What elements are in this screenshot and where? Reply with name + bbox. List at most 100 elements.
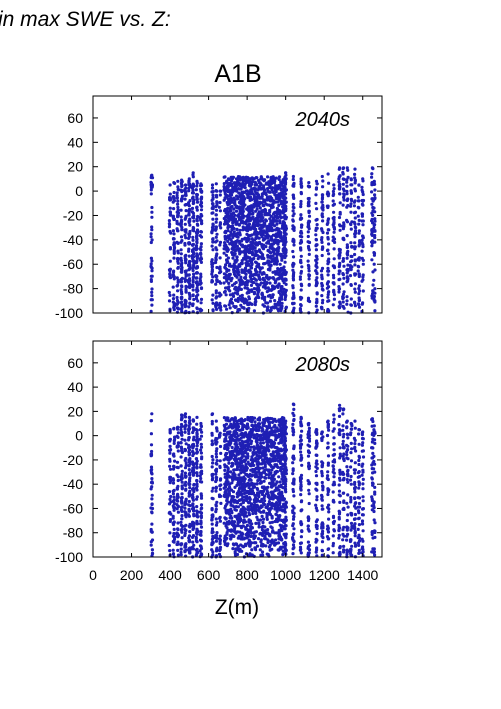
data-point — [247, 251, 251, 255]
data-point — [218, 516, 222, 521]
data-point — [184, 488, 188, 492]
data-point — [265, 181, 269, 185]
data-point — [346, 493, 350, 497]
data-point — [320, 507, 324, 511]
data-point — [191, 249, 195, 253]
data-point — [190, 535, 195, 540]
data-point — [150, 472, 154, 476]
data-point — [299, 254, 303, 258]
data-point — [353, 199, 357, 203]
data-point — [353, 241, 357, 245]
data-point — [233, 274, 238, 278]
data-point — [299, 523, 303, 527]
data-point — [184, 545, 188, 549]
data-point — [149, 181, 154, 185]
data-point — [191, 547, 195, 551]
data-point — [250, 187, 254, 191]
data-point — [150, 497, 154, 501]
data-point — [327, 252, 331, 256]
data-point — [183, 524, 187, 528]
data-point — [361, 441, 365, 445]
data-point — [299, 485, 303, 489]
data-point — [211, 248, 215, 252]
data-point — [261, 219, 265, 223]
data-point — [299, 185, 303, 189]
data-point — [338, 182, 342, 186]
data-point — [341, 257, 345, 261]
data-point — [215, 476, 219, 480]
data-point — [315, 462, 319, 466]
data-point — [298, 234, 302, 238]
data-point — [320, 532, 325, 536]
data-point — [172, 520, 176, 524]
data-point — [258, 185, 262, 189]
data-point — [231, 256, 235, 260]
data-point — [314, 537, 318, 541]
data-point — [198, 538, 203, 542]
data-point — [307, 227, 311, 231]
data-point — [179, 520, 183, 524]
data-point — [183, 298, 187, 303]
data-point — [291, 249, 295, 254]
data-point — [196, 214, 200, 219]
data-point — [332, 528, 336, 532]
data-point — [227, 268, 231, 272]
data-point — [320, 437, 324, 441]
data-point — [319, 269, 324, 273]
data-point — [345, 426, 349, 430]
data-point — [214, 449, 218, 453]
data-point — [235, 267, 240, 271]
data-point — [356, 269, 360, 273]
data-point — [315, 431, 319, 435]
data-point — [176, 283, 180, 287]
data-point — [187, 189, 191, 193]
data-point — [321, 230, 325, 235]
data-point — [332, 227, 337, 231]
data-point — [314, 233, 318, 237]
data-point — [191, 442, 196, 446]
data-point — [341, 272, 345, 276]
data-point — [175, 302, 180, 306]
data-point — [239, 201, 243, 206]
data-point — [360, 212, 365, 216]
data-point — [306, 515, 310, 519]
data-point — [179, 258, 183, 263]
y-tick-label: -20 — [63, 207, 83, 223]
data-point — [210, 548, 214, 552]
data-point — [350, 511, 354, 516]
data-point — [187, 534, 192, 538]
data-point — [214, 208, 219, 212]
data-point — [350, 544, 354, 548]
data-point — [282, 452, 286, 456]
data-point — [191, 280, 195, 284]
data-point — [345, 501, 349, 505]
data-point — [331, 460, 335, 464]
data-point — [275, 253, 279, 257]
data-point — [180, 509, 184, 513]
data-point — [188, 267, 192, 271]
data-point — [283, 439, 288, 443]
data-point — [292, 243, 296, 247]
data-point — [226, 229, 230, 233]
data-point — [307, 480, 311, 484]
data-point — [226, 260, 230, 264]
data-point — [229, 175, 233, 179]
data-point — [200, 472, 204, 476]
data-point — [184, 290, 188, 294]
data-point — [278, 262, 282, 266]
data-point — [349, 202, 353, 206]
data-point — [180, 505, 184, 509]
data-point — [299, 488, 303, 492]
data-point — [267, 476, 271, 480]
data-point — [184, 193, 188, 197]
data-point — [246, 217, 250, 221]
data-point — [372, 550, 376, 554]
data-point — [172, 293, 176, 297]
data-point — [373, 291, 377, 295]
data-point — [332, 220, 336, 224]
data-point — [199, 230, 203, 234]
data-point — [326, 527, 330, 531]
data-point — [314, 193, 318, 197]
data-point — [353, 461, 357, 465]
data-point — [187, 503, 191, 507]
